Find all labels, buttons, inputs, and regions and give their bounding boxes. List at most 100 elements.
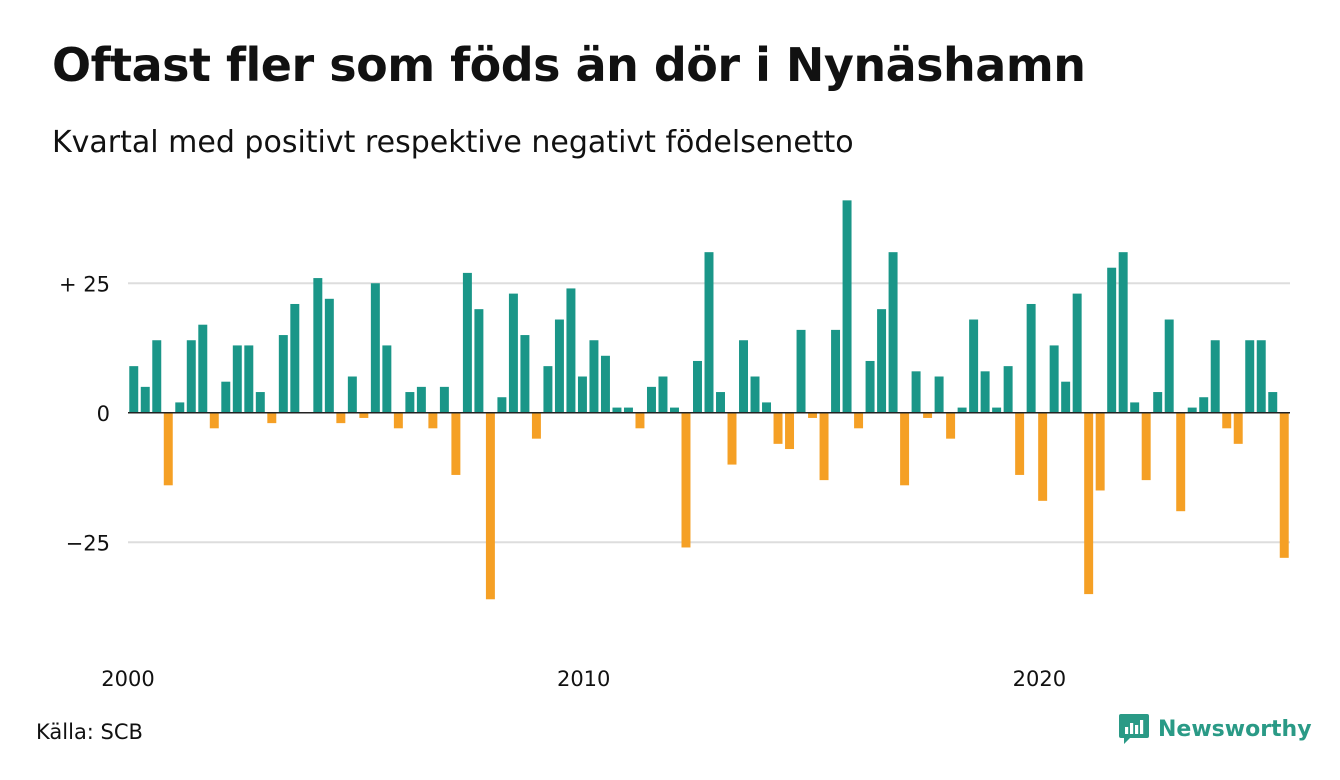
bar-positive	[658, 376, 668, 413]
bar-negative	[923, 412, 933, 418]
bar-negative	[1038, 412, 1048, 501]
bar-positive	[1199, 397, 1209, 413]
bar-positive	[796, 329, 806, 413]
bar-negative	[773, 412, 783, 444]
bar-positive	[577, 376, 587, 413]
bar-positive	[1187, 407, 1197, 413]
bar-negative	[336, 412, 346, 424]
bar-positive	[831, 329, 841, 413]
bar-negative	[209, 412, 219, 429]
chart-title: Oftast fler som föds än dör i Nynäshamn	[52, 38, 1086, 92]
bar-positive	[290, 303, 300, 413]
bar-positive	[313, 278, 323, 413]
bar-positive	[1268, 392, 1278, 413]
bar-positive	[232, 345, 242, 413]
bar-negative	[267, 412, 277, 424]
bar-positive	[255, 392, 265, 413]
bar-positive	[1130, 402, 1140, 413]
bar-positive	[888, 252, 898, 413]
bar-negative	[1015, 412, 1025, 475]
bar-positive	[911, 371, 921, 413]
bar-positive	[439, 386, 449, 413]
bar-positive	[140, 386, 150, 413]
bar-positive	[762, 402, 772, 413]
bar-positive	[566, 288, 576, 413]
bar-negative	[393, 412, 403, 429]
bar-negative	[428, 412, 438, 429]
y-axis-labels: + 25 0 −25	[59, 272, 110, 555]
bar-negative	[785, 412, 795, 450]
bar-negative	[1279, 412, 1289, 558]
bar-positive	[704, 252, 714, 413]
bar-positive	[877, 309, 887, 413]
bar-positive	[865, 360, 875, 413]
bar-positive	[1245, 340, 1255, 413]
bar-negative	[1233, 412, 1243, 444]
bar-positive	[129, 366, 139, 413]
bar-positive	[497, 397, 507, 413]
bar-negative	[854, 412, 864, 429]
bar-negative	[163, 412, 173, 486]
bar-positive	[382, 345, 392, 413]
y-tick-label: −25	[66, 531, 110, 555]
bar-positive	[623, 407, 633, 413]
bar-positive	[520, 335, 530, 413]
newsworthy-logo-icon	[1119, 714, 1149, 744]
bar-positive	[474, 309, 484, 413]
brand-name: Newsworthy	[1158, 716, 1312, 742]
bar-positive	[324, 298, 334, 413]
bar-positive	[646, 386, 656, 413]
bar-positive	[1153, 392, 1163, 413]
bar-negative	[635, 412, 645, 429]
bar-positive	[600, 355, 610, 413]
bar-negative	[1222, 412, 1232, 429]
bar-positive	[934, 376, 944, 413]
bar-positive	[1107, 267, 1117, 413]
bar-positive	[244, 345, 254, 413]
x-tick-label: 2010	[557, 667, 610, 691]
bar-positive	[1026, 303, 1036, 413]
bar-positive	[347, 376, 357, 413]
bar-negative	[359, 412, 369, 418]
bar-positive	[716, 392, 725, 413]
bar-negative	[727, 412, 737, 465]
chart-subtitle: Kvartal med positivt respektive negativt…	[52, 125, 854, 160]
y-tick-label: 0	[97, 402, 110, 426]
bar-positive	[543, 366, 553, 413]
bars	[129, 200, 1289, 600]
source-note: Källa: SCB	[36, 720, 143, 744]
x-axis-labels: 2000 2010 2020	[101, 667, 1066, 691]
bar-positive	[198, 324, 208, 413]
bar-positive	[1072, 293, 1082, 413]
bar-positive	[462, 272, 472, 413]
bar-negative	[681, 412, 691, 548]
bar-positive	[589, 340, 599, 413]
bar-positive	[1049, 345, 1059, 413]
bar-negative	[451, 412, 461, 475]
bar-positive	[1061, 381, 1071, 413]
bar-negative	[900, 412, 910, 486]
bar-positive	[278, 335, 288, 413]
brand-logo[interactable]: Newsworthy	[1118, 712, 1312, 746]
bar-positive	[1210, 340, 1220, 413]
bar-positive	[670, 407, 679, 413]
bar-positive	[693, 360, 702, 413]
bar-negative	[531, 412, 541, 439]
bar-chart: + 25 0 −25 2000 2010 2020	[59, 200, 1290, 691]
bar-positive	[370, 283, 380, 413]
bar-positive	[152, 340, 162, 413]
bar-negative	[1084, 412, 1094, 595]
bar-positive	[554, 319, 564, 413]
bar-positive	[1118, 252, 1128, 413]
bar-positive	[612, 407, 622, 413]
bar-positive	[842, 200, 852, 413]
bar-negative	[1141, 412, 1151, 481]
bar-negative	[808, 412, 818, 418]
bar-positive	[405, 392, 415, 413]
bar-positive	[186, 340, 196, 413]
bar-positive	[992, 407, 1002, 413]
bar-positive	[416, 386, 426, 413]
bar-negative	[1176, 412, 1186, 512]
bar-positive	[969, 319, 979, 413]
bar-positive	[508, 293, 518, 413]
